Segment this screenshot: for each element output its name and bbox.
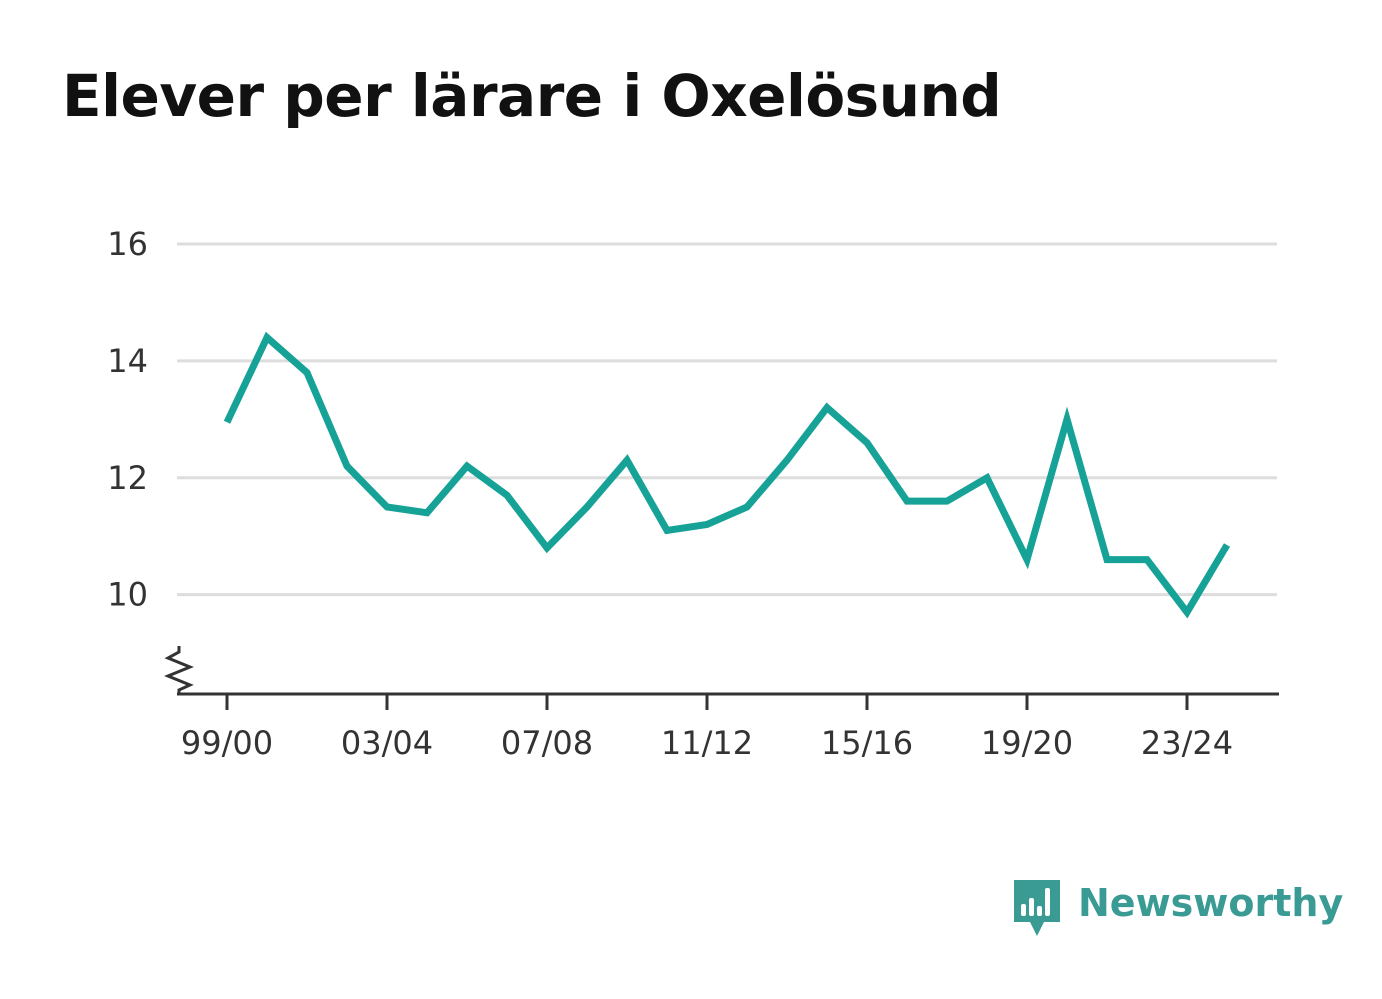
x-tick-label: 11/12 bbox=[661, 724, 753, 762]
x-tick-label: 23/24 bbox=[1141, 724, 1233, 762]
x-axis bbox=[164, 646, 1279, 696]
bar-chart-speech-bubble-icon bbox=[1014, 880, 1060, 936]
series-line bbox=[223, 331, 1231, 619]
series-group bbox=[223, 331, 1231, 619]
brand-name: Newsworthy bbox=[1078, 881, 1344, 925]
x-tick-label: 03/04 bbox=[341, 724, 433, 762]
x-axis-ticks: 99/00 03/04 07/08 11/12 15/16 19/20 23/24 bbox=[181, 694, 1233, 762]
chart-title: Elever per lärare i Oxelösund bbox=[62, 62, 1002, 130]
y-tick-label: 12 bbox=[107, 459, 148, 497]
x-tick-label: 19/20 bbox=[981, 724, 1073, 762]
y-tick-label: 16 bbox=[107, 225, 148, 263]
x-tick-label: 99/00 bbox=[181, 724, 273, 762]
newsworthy-logo: Newsworthy bbox=[1012, 878, 1343, 940]
x-tick-label: 07/08 bbox=[501, 724, 593, 762]
x-tick-label: 15/16 bbox=[821, 724, 913, 762]
y-tick-label: 10 bbox=[107, 576, 148, 614]
grid-lines bbox=[177, 242, 1277, 597]
y-tick-label: 14 bbox=[107, 342, 148, 380]
y-axis-ticks: 10 12 14 16 bbox=[107, 225, 148, 614]
y-axis-break-icon bbox=[164, 646, 194, 694]
